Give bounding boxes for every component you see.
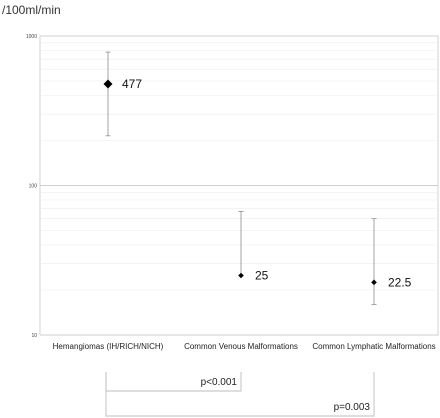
x-category-label: Hemangiomas (IH/RICH/NICH) xyxy=(53,342,164,351)
x-category-label: Common Venous Malformations xyxy=(184,342,298,351)
data-label: 25 xyxy=(255,269,269,283)
data-label: 477 xyxy=(122,77,142,91)
grid xyxy=(39,35,439,336)
x-category-label: Common Lymphatic Malformations xyxy=(312,342,435,351)
x-category-labels: Hemangiomas (IH/RICH/NICH) Common Venous … xyxy=(53,342,436,351)
data-label: 22.5 xyxy=(388,275,412,289)
data-marks: 477 25 22.5 xyxy=(103,51,412,305)
y-tick-label: 1000 xyxy=(26,34,37,40)
p-value-label: p=0.003 xyxy=(334,402,371,413)
y-tick-label: 10 xyxy=(31,333,37,339)
y-tick-labels: 1000 100 10 xyxy=(26,34,37,339)
p-value-label: p<0.001 xyxy=(201,377,238,388)
data-point xyxy=(103,79,113,89)
comparison-bracket xyxy=(105,372,375,417)
y-axis-label: /100ml/min xyxy=(2,3,61,17)
data-point xyxy=(371,279,377,286)
comparison-brackets: p<0.001 p=0.003 xyxy=(105,372,375,417)
y-tick-label: 100 xyxy=(29,184,38,190)
data-point xyxy=(238,272,244,279)
